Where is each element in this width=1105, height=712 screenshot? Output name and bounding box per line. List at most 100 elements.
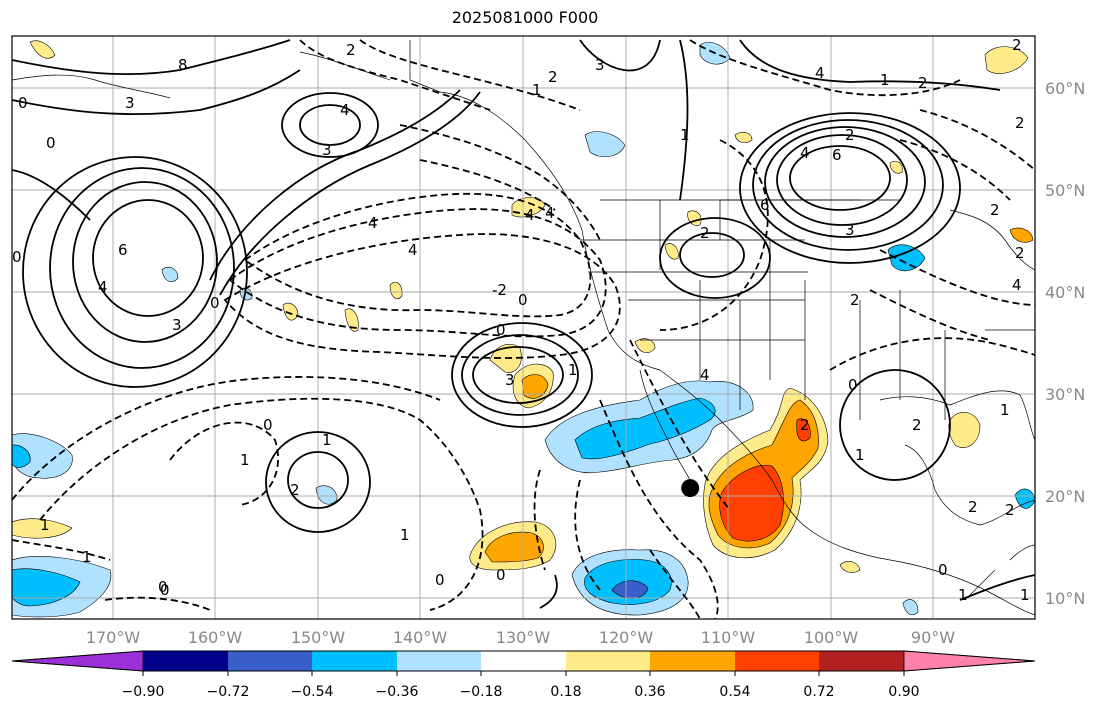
lon-tick-label: 120°W bbox=[599, 628, 654, 647]
contour-label: 8 bbox=[178, 56, 188, 74]
contour-label: 2 bbox=[700, 224, 710, 242]
contour-label: 3 bbox=[125, 94, 135, 112]
lon-tick-label: 140°W bbox=[393, 628, 448, 647]
lat-tick-label: 20°N bbox=[1045, 487, 1085, 506]
graticule bbox=[12, 36, 1035, 619]
negative-anomaly-west bbox=[12, 433, 73, 479]
location-marker bbox=[681, 479, 700, 498]
contour-label: 1 bbox=[880, 71, 890, 89]
shaded-anomalies bbox=[12, 40, 1035, 618]
contour-label: 1 bbox=[568, 361, 578, 379]
contour-label: 0 bbox=[848, 376, 858, 394]
contour-label: 1 bbox=[680, 126, 690, 144]
contour-label: 0 bbox=[46, 134, 56, 152]
colorbar-swatch bbox=[397, 651, 481, 671]
contour-label: 0 bbox=[210, 294, 220, 312]
colorbar-swatch bbox=[143, 651, 228, 671]
lon-tick-label: 160°W bbox=[188, 628, 243, 647]
contour-label: 1 bbox=[240, 451, 250, 469]
contour-label: 3 bbox=[595, 56, 605, 74]
contour-label: 0 bbox=[496, 321, 506, 339]
contour-label: 2 bbox=[845, 126, 855, 144]
lon-tick-label: 130°W bbox=[496, 628, 551, 647]
colorbar-swatch bbox=[735, 651, 819, 671]
contour-label: 1 bbox=[1020, 586, 1030, 604]
contour-label: 0 bbox=[158, 578, 168, 596]
contour-label: 2 bbox=[1012, 36, 1022, 54]
contour-label: 3 bbox=[845, 221, 855, 239]
colorbar: −0.90 −0.72 −0.54 −0.36 −0.18 0.18 0.36 … bbox=[11, 650, 1036, 700]
contour-label: 2 bbox=[918, 74, 928, 92]
contour-label: 4 bbox=[525, 206, 535, 224]
lon-tick-labels: 170°W 160°W 150°W 140°W 130°W 120°W 110°… bbox=[86, 628, 955, 647]
contour-label: 2 bbox=[1015, 114, 1025, 132]
contour-label: 4 bbox=[340, 101, 350, 119]
colorbar-tick-label: −0.36 bbox=[376, 684, 419, 700]
map-frame bbox=[11, 35, 1036, 620]
colorbar-tick-label: 0.36 bbox=[634, 684, 665, 700]
contour-label: 4 bbox=[1012, 276, 1022, 294]
colorbar-swatch bbox=[228, 651, 312, 671]
contour-label: 1 bbox=[855, 446, 865, 464]
contour-label: 0 bbox=[12, 248, 22, 266]
lon-tick-label: 150°W bbox=[291, 628, 346, 647]
contour-label: 2 bbox=[1005, 501, 1015, 519]
map-area: 0 2 6 8 4 3 0 2 3 4 -2 2 3 2 4 1 2 4 6 3… bbox=[12, 36, 1035, 619]
contour-label: 2 bbox=[968, 498, 978, 516]
contour-label: 2 bbox=[800, 416, 810, 434]
lon-tick-label: 170°W bbox=[86, 628, 141, 647]
contour-label: 1 bbox=[1000, 401, 1010, 419]
colorbar-tick-label: 0.90 bbox=[888, 684, 919, 700]
colorbar-swatch bbox=[481, 651, 566, 671]
contour-label: 3 bbox=[172, 316, 182, 334]
contour-label: 3 bbox=[322, 141, 332, 159]
contour-label: 0 bbox=[518, 291, 528, 309]
contour-label: 0 bbox=[263, 416, 273, 434]
contour-label: 0 bbox=[938, 561, 948, 579]
lat-tick-label: 50°N bbox=[1045, 181, 1085, 200]
contour-label: 2 bbox=[912, 416, 922, 434]
contour-label: -2 bbox=[492, 281, 507, 299]
colorbar-tick-label: −0.18 bbox=[460, 684, 503, 700]
contour-label: 4 bbox=[98, 278, 108, 296]
colorbar-swatch bbox=[566, 651, 650, 671]
lat-tick-labels: 60°N 50°N 40°N 30°N 20°N 10°N bbox=[1045, 79, 1085, 608]
coastlines bbox=[12, 40, 1035, 616]
contour-label: 0 bbox=[18, 94, 28, 112]
contour-label: 0 bbox=[435, 571, 445, 589]
colorbar-extend-low bbox=[11, 650, 144, 672]
lon-tick-label: 90°W bbox=[911, 628, 955, 647]
solid-contours bbox=[12, 39, 1035, 609]
contour-label: 2 bbox=[290, 481, 300, 499]
colorbar-tick-label: −0.90 bbox=[122, 684, 165, 700]
contour-label: 1 bbox=[532, 81, 542, 99]
contour-label: 4 bbox=[545, 204, 555, 222]
dashed-contours bbox=[12, 39, 1035, 619]
colorbar-swatch bbox=[312, 651, 397, 671]
colorbar-tick-label: −0.72 bbox=[207, 684, 250, 700]
contour-label: 1 bbox=[40, 516, 50, 534]
contour-label: 6 bbox=[118, 241, 128, 259]
lat-tick-label: 30°N bbox=[1045, 385, 1085, 404]
colorbar-tick-label: 0.72 bbox=[803, 684, 834, 700]
plot-title: 2025081000 F000 bbox=[451, 8, 599, 27]
lat-tick-label: 60°N bbox=[1045, 79, 1085, 98]
contour-label: 6 bbox=[760, 196, 770, 214]
contour-label: 4 bbox=[815, 64, 825, 82]
colorbar-extend-high bbox=[903, 650, 1036, 672]
contour-label: 2 bbox=[548, 68, 558, 86]
contour-label: 0 bbox=[496, 566, 506, 584]
contour-label: 0 bbox=[160, 581, 170, 599]
lon-tick-label: 100°W bbox=[804, 628, 859, 647]
contour-label: 1 bbox=[958, 586, 968, 604]
contour-label: 4 bbox=[408, 241, 418, 259]
contour-label: 4 bbox=[700, 366, 710, 384]
contour-label: 3 bbox=[505, 371, 515, 389]
contour-label: 2 bbox=[850, 291, 860, 309]
colorbar-swatch bbox=[650, 651, 735, 671]
lat-tick-label: 10°N bbox=[1045, 589, 1085, 608]
positive-anomaly-mexico-red bbox=[719, 464, 784, 542]
colorbar-tick-label: 0.18 bbox=[550, 684, 581, 700]
contour-label: 1 bbox=[400, 526, 410, 544]
